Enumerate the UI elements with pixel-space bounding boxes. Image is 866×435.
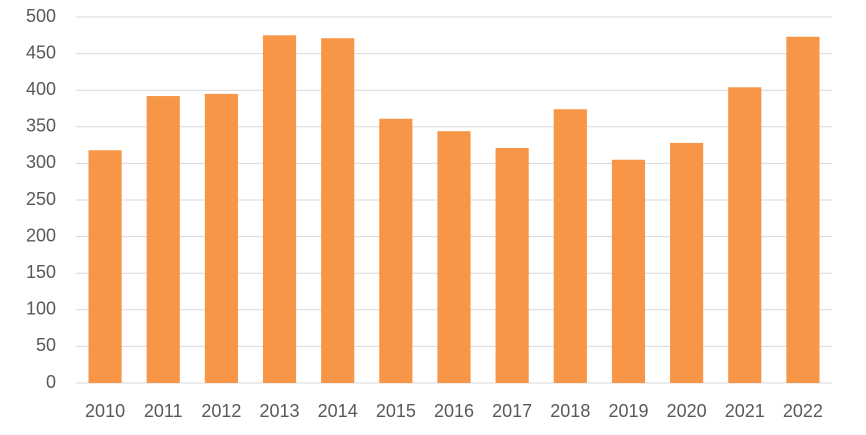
x-tick-label: 2022 (783, 401, 823, 421)
bar (611, 159, 646, 383)
x-tick-label: 2013 (260, 401, 300, 421)
y-tick-label: 450 (26, 42, 56, 62)
y-tick-label: 100 (26, 299, 56, 319)
bar (321, 38, 355, 384)
x-tick-label: 2021 (725, 401, 765, 421)
y-tick-label: 50 (36, 335, 56, 355)
bar (146, 96, 180, 383)
x-tick-label: 2017 (492, 401, 532, 421)
bar (437, 131, 471, 383)
x-tick-label: 2011 (144, 401, 183, 421)
x-tick-label: 2012 (201, 401, 241, 421)
bar (379, 118, 413, 384)
bar (262, 35, 297, 384)
bar (786, 36, 820, 383)
x-tick-label: 2018 (550, 401, 590, 421)
y-tick-label: 350 (26, 116, 56, 136)
y-tick-label: 400 (26, 79, 56, 99)
x-tick-label: 2019 (608, 401, 648, 421)
y-tick-label: 500 (26, 6, 56, 26)
bar (495, 148, 529, 383)
bar (553, 109, 587, 384)
x-tick-label: 2010 (85, 401, 125, 421)
bar (88, 150, 122, 383)
bar (728, 87, 762, 383)
x-tick-label: 2015 (376, 401, 416, 421)
y-tick-label: 150 (26, 262, 56, 282)
bar (204, 93, 238, 384)
x-tick-label: 2020 (667, 401, 707, 421)
y-tick-label: 300 (26, 152, 56, 172)
x-tick-label: 2014 (318, 401, 358, 421)
bar (670, 142, 704, 383)
x-tick-label: 2016 (434, 401, 474, 421)
y-tick-label: 200 (26, 225, 56, 245)
y-tick-label: 250 (26, 189, 56, 209)
y-tick-label: 0 (46, 372, 56, 392)
